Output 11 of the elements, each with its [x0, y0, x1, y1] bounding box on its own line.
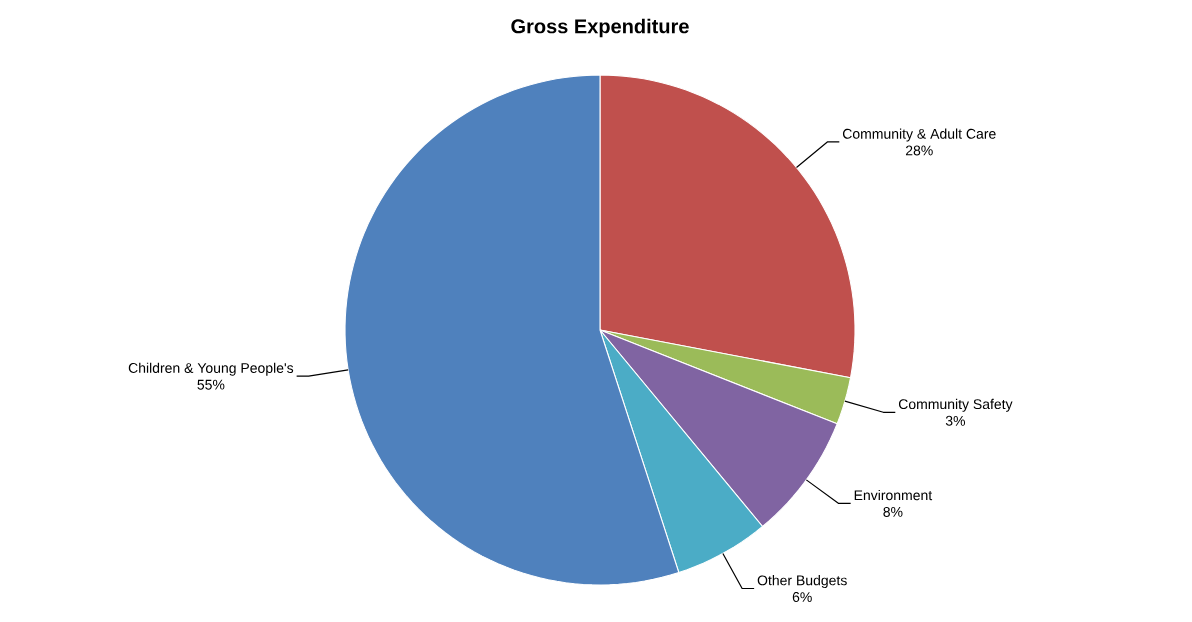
slice-label: Environment [854, 489, 933, 501]
data-label: 55% [197, 379, 225, 390]
chart-title: Gross Expenditure [511, 18, 689, 38]
slice-label: Children & Young People's [128, 362, 294, 376]
data-label: 3% [945, 415, 966, 426]
slice-label: Community Safety [898, 398, 1013, 412]
slice-label: Other Budgets [757, 575, 847, 589]
data-label: 8% [883, 506, 903, 517]
data-label: 6% [792, 592, 812, 602]
slice-label: Community & Adult Care [842, 128, 996, 142]
data-label: 28% [905, 145, 933, 156]
